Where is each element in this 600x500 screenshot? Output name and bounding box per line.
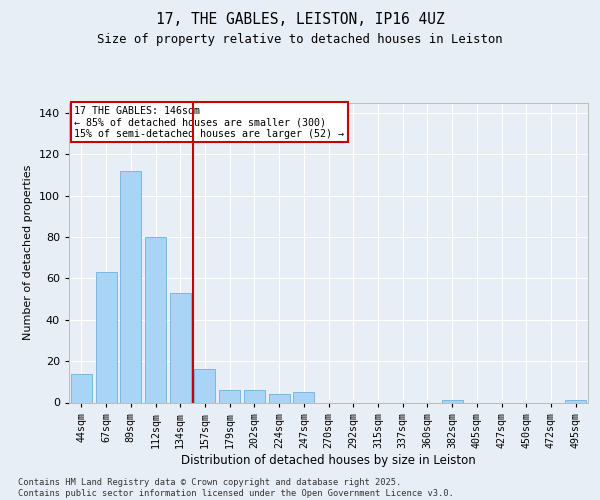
Bar	[71, 374, 92, 402]
Y-axis label: Number of detached properties: Number of detached properties	[23, 165, 33, 340]
Bar	[269, 394, 290, 402]
Bar	[244, 390, 265, 402]
Bar	[145, 237, 166, 402]
Text: Contains HM Land Registry data © Crown copyright and database right 2025.
Contai: Contains HM Land Registry data © Crown c…	[18, 478, 454, 498]
Text: 17 THE GABLES: 146sqm
← 85% of detached houses are smaller (300)
15% of semi-det: 17 THE GABLES: 146sqm ← 85% of detached …	[74, 106, 344, 138]
Text: Size of property relative to detached houses in Leiston: Size of property relative to detached ho…	[97, 32, 503, 46]
Bar	[194, 370, 215, 402]
Bar	[95, 272, 116, 402]
Bar	[170, 293, 191, 403]
Bar	[565, 400, 586, 402]
Bar	[442, 400, 463, 402]
Bar	[293, 392, 314, 402]
Text: 17, THE GABLES, LEISTON, IP16 4UZ: 17, THE GABLES, LEISTON, IP16 4UZ	[155, 12, 445, 28]
Bar	[219, 390, 240, 402]
X-axis label: Distribution of detached houses by size in Leiston: Distribution of detached houses by size …	[181, 454, 476, 468]
Bar	[120, 171, 141, 402]
